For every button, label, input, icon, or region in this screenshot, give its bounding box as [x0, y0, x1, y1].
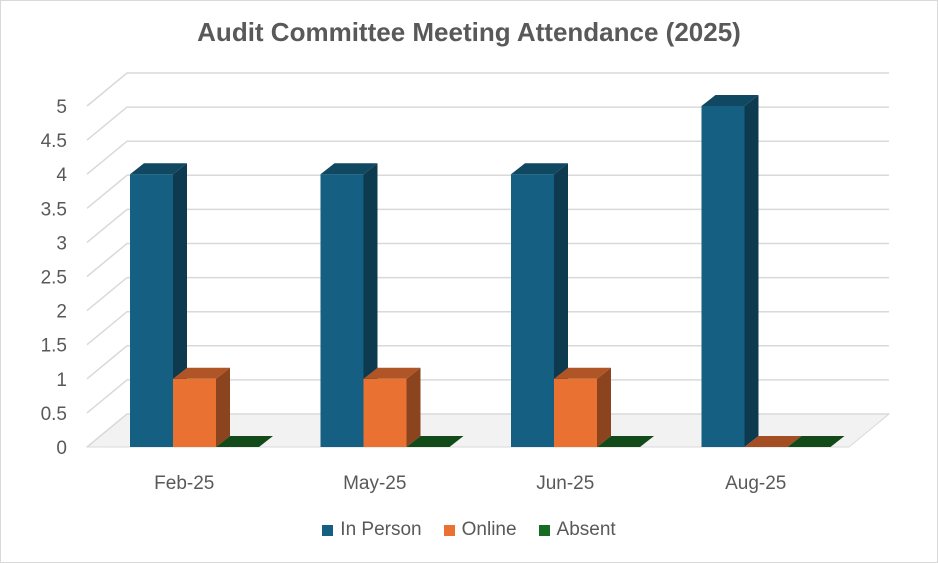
- legend-label: Online: [461, 519, 517, 540]
- chart-legend: In Person Online Absent: [1, 519, 937, 541]
- bar-top: [363, 367, 421, 379]
- chart-title: Audit Committee Meeting Attendance (2025…: [197, 17, 741, 47]
- bar-front: [173, 378, 216, 447]
- y-tick-label: 0.5: [41, 404, 67, 425]
- bar-front: [363, 378, 407, 447]
- gridline: [86, 140, 889, 175]
- y-tick-label: 3.5: [41, 199, 67, 220]
- gridline: [86, 379, 889, 414]
- bar-side: [216, 367, 230, 447]
- gridline: [86, 72, 889, 107]
- x-category-label: Aug-25: [725, 473, 786, 494]
- y-tick-label: 4: [56, 165, 67, 186]
- gridline: [86, 208, 889, 243]
- bar-front: [554, 378, 597, 447]
- legend-label: Absent: [556, 519, 616, 540]
- legend-item: In Person: [322, 519, 422, 541]
- gridline: [86, 345, 889, 380]
- y-tick-label: 2.5: [41, 268, 67, 289]
- bar-top: [554, 367, 611, 379]
- bar-top: [320, 163, 378, 175]
- y-tick-label: 0: [56, 438, 67, 459]
- x-category-label: Jun-25: [536, 473, 594, 494]
- bar-front: [320, 174, 364, 447]
- x-category-label: Feb-25: [154, 473, 214, 494]
- bar-top: [406, 436, 464, 447]
- gridline: [86, 310, 889, 346]
- bar-top: [597, 436, 654, 447]
- bar-front: [701, 106, 745, 447]
- bar-front: [511, 174, 554, 447]
- bar-top: [173, 367, 230, 379]
- legend-swatch: [322, 524, 334, 536]
- bar-top: [787, 436, 845, 447]
- legend-swatch: [538, 524, 550, 536]
- legend-swatch: [443, 524, 455, 536]
- bar-top: [216, 436, 273, 447]
- bar-side: [406, 367, 421, 447]
- bar-top: [744, 436, 802, 447]
- legend-item: Online: [443, 519, 517, 541]
- bar-top: [701, 95, 759, 106]
- y-tick-label: 1: [56, 370, 67, 391]
- bar-top: [130, 163, 187, 175]
- bar-side: [597, 367, 611, 447]
- y-tick-label: 3: [56, 233, 67, 254]
- gridline: [86, 174, 889, 209]
- y-tick-label: 4.5: [41, 131, 67, 152]
- gridline: [86, 276, 889, 312]
- x-category-label: May-25: [343, 473, 406, 494]
- bar-front: [130, 174, 173, 447]
- gridline: [86, 413, 889, 448]
- y-tick-label: 2: [56, 302, 67, 323]
- legend-item: Absent: [538, 519, 616, 541]
- gridline: [86, 106, 889, 141]
- bar-top: [511, 163, 568, 175]
- y-tick-label: 1.5: [41, 336, 67, 357]
- legend-label: In Person: [340, 519, 422, 540]
- y-tick-label: 5: [56, 97, 67, 118]
- gridline: [86, 242, 889, 278]
- bar-side: [744, 95, 759, 447]
